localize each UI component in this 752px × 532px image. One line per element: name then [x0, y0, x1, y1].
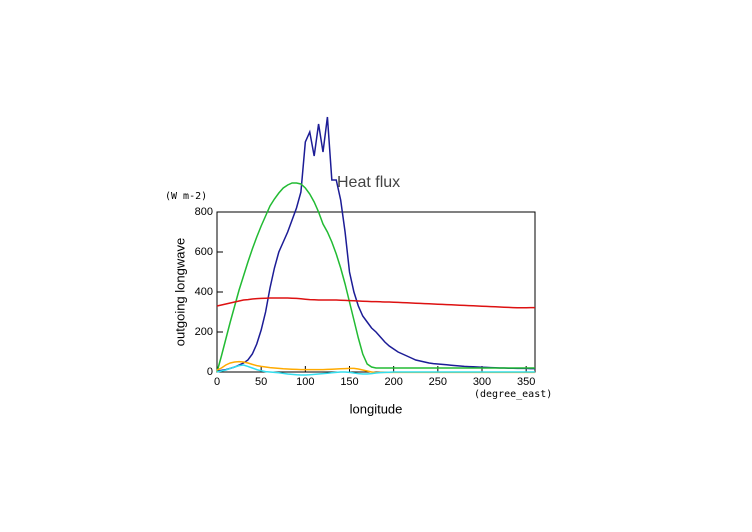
y-axis-label: outgoing longwave [172, 238, 187, 346]
x-tick-label: 350 [517, 376, 535, 388]
y-tick-label: 200 [195, 326, 213, 338]
series-line [216, 364, 535, 376]
y-tick-label: 0 [207, 366, 213, 378]
x-tick-label: 50 [255, 376, 267, 388]
x-tick-label: 200 [384, 376, 402, 388]
y-tick-label: 800 [195, 206, 213, 218]
series-line [216, 297, 535, 309]
y-unit: (W m-2) [165, 191, 207, 202]
x-tick-label: 0 [214, 376, 220, 388]
x-tick-label: 250 [429, 376, 447, 388]
y-tick-label: 600 [195, 246, 213, 258]
y-tick-label: 400 [195, 286, 213, 298]
series-line [216, 116, 535, 372]
x-unit: (degree_east) [474, 389, 552, 400]
chart-title: Heat flux [337, 174, 400, 191]
series-line [216, 182, 535, 373]
x-tick-label: 100 [296, 376, 314, 388]
x-axis-label: longitude [350, 401, 403, 416]
plot-frame [216, 211, 536, 373]
x-tick-label: 300 [473, 376, 491, 388]
x-tick-label: 150 [340, 376, 358, 388]
